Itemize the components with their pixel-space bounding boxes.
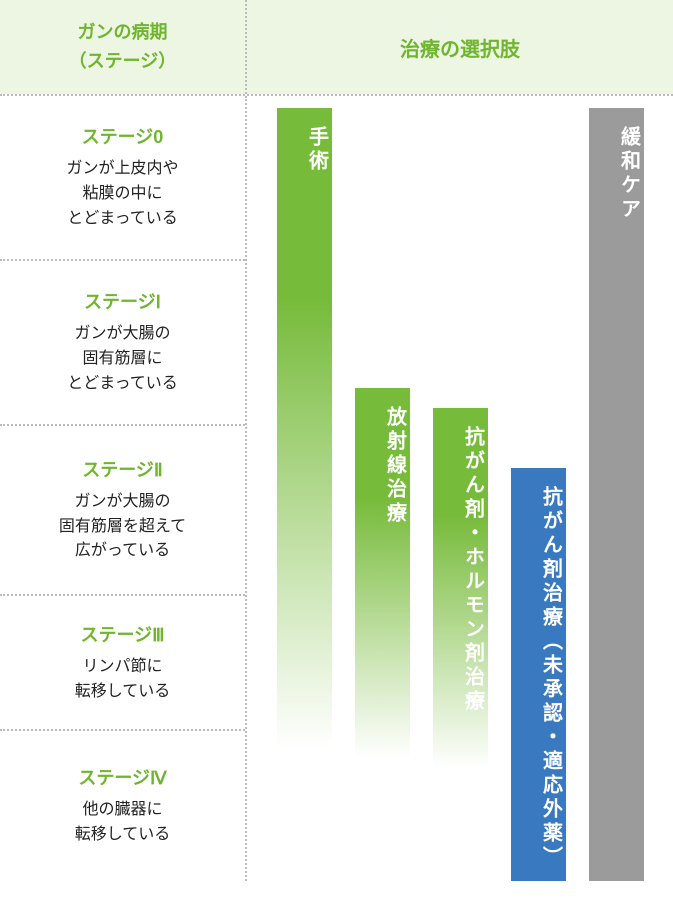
stage-cell: ステージⅢ リンパ節に転移している [0,596,245,731]
treatment-bar: 手術 [277,108,332,748]
stage-desc: ガンが上皮内や粘膜の中にとどまっている [66,157,178,231]
header-row: ガンの病期 （ステージ） 治療の選択肢 [0,0,673,96]
header-left-line2: （ステージ） [69,47,177,76]
treatment-bar: 緩和ケア [589,108,644,881]
header-right: 治療の選択肢 [245,0,673,94]
stage-cell: ステージ0 ガンが上皮内や粘膜の中にとどまっている [0,96,245,261]
stage-desc: リンパ節に転移している [75,655,171,705]
treatment-bar: 放射線治療 [355,388,410,758]
stage-cell: ステージⅡ ガンが大腸の固有筋層を超えて広がっている [0,426,245,596]
bars-area: 手術放射線治療抗がん剤・ホルモン剤治療抗がん剤治療（未承認・適応外薬） 緩和ケア [247,96,673,881]
treatments-column: 手術放射線治療抗がん剤・ホルモン剤治療抗がん剤治療（未承認・適応外薬） 緩和ケア [245,96,673,881]
header-left-line1: ガンの病期 [69,18,177,47]
stage-desc: 他の臓器に転移している [75,798,171,848]
stage-title: ステージⅠ [84,288,161,314]
stage-cell: ステージⅣ 他の臓器に転移している [0,731,245,881]
stage-title: ステージⅡ [82,456,163,482]
stage-title: ステージ0 [82,123,164,149]
main-container: ステージ0 ガンが上皮内や粘膜の中にとどまっているステージⅠ ガンが大腸の固有筋層に… [0,96,673,881]
stage-title: ステージⅣ [78,764,166,790]
treatment-bar: 抗がん剤治療（未承認・適応外薬） [511,468,566,881]
stage-desc: ガンが大腸の固有筋層を超えて広がっている [59,490,186,564]
stage-desc: ガンが大腸の固有筋層にとどまっている [67,322,178,396]
stage-cell: ステージⅠ ガンが大腸の固有筋層にとどまっている [0,261,245,426]
stages-column: ステージ0 ガンが上皮内や粘膜の中にとどまっているステージⅠ ガンが大腸の固有筋層に… [0,96,245,881]
header-right-text: 治療の選択肢 [400,33,520,62]
header-left: ガンの病期 （ステージ） [0,0,245,94]
stage-title: ステージⅢ [80,621,164,647]
treatment-bar: 抗がん剤・ホルモン剤治療 [433,408,488,768]
